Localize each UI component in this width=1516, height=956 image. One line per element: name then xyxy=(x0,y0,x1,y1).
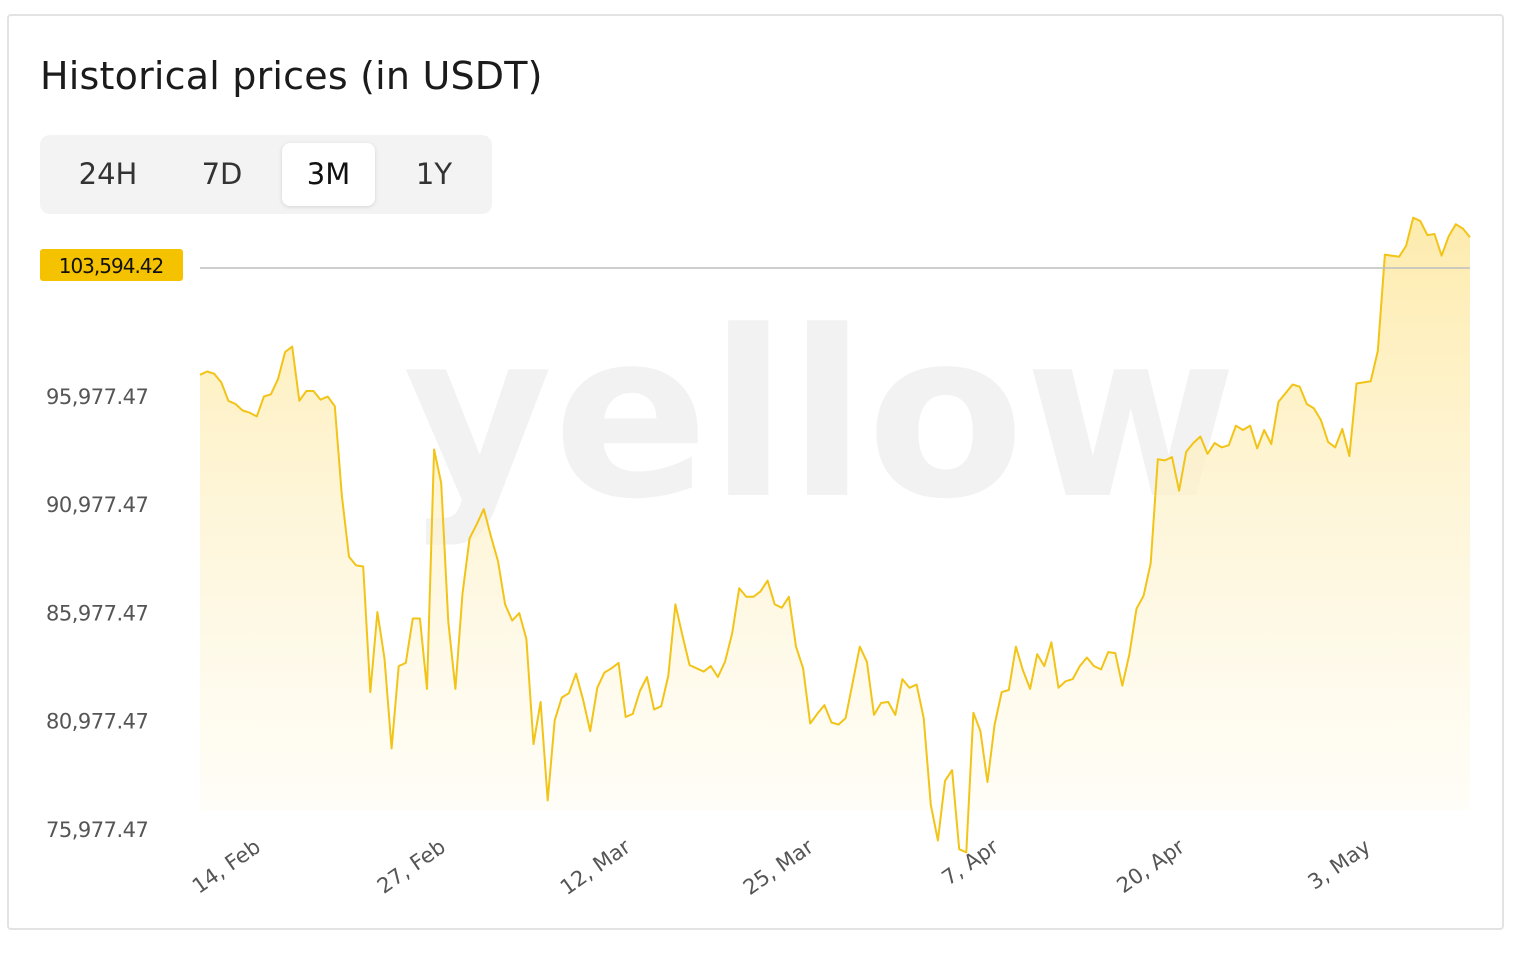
y-tick-label: 80,977.47 xyxy=(46,710,148,734)
current-price-badge: 103,594.42 xyxy=(40,249,183,281)
tab-3m[interactable]: 3M xyxy=(282,143,375,206)
current-price-label: 103,594.42 xyxy=(59,254,164,278)
x-tick-label: 7, Apr xyxy=(937,834,1003,890)
x-tick-label: 20, Apr xyxy=(1113,834,1190,898)
tab-1y[interactable]: 1Y xyxy=(415,157,453,191)
timeframe-tabs: 24H 7D 3M 1Y xyxy=(40,135,492,214)
x-tick-label: 12, Mar xyxy=(556,834,635,900)
y-tick-label: 85,977.47 xyxy=(46,601,148,625)
tab-24h[interactable]: 24H xyxy=(78,157,138,191)
y-tick-label: 75,977.47 xyxy=(46,818,148,842)
y-tick-label: 90,977.47 xyxy=(46,493,148,517)
x-tick-label: 14, Feb xyxy=(188,834,265,898)
watermark-logo: yellow xyxy=(403,283,1237,550)
y-tick-label: 95,977.47 xyxy=(46,385,148,409)
chart-title: Historical prices (in USDT) xyxy=(40,54,543,98)
x-tick-label: 3, May xyxy=(1304,834,1375,894)
price-area xyxy=(200,217,1470,853)
x-tick-label: 27, Feb xyxy=(373,834,450,898)
tab-7d[interactable]: 7D xyxy=(201,157,243,191)
x-tick-label: 25, Mar xyxy=(739,834,818,900)
price-line xyxy=(199,216,1471,854)
